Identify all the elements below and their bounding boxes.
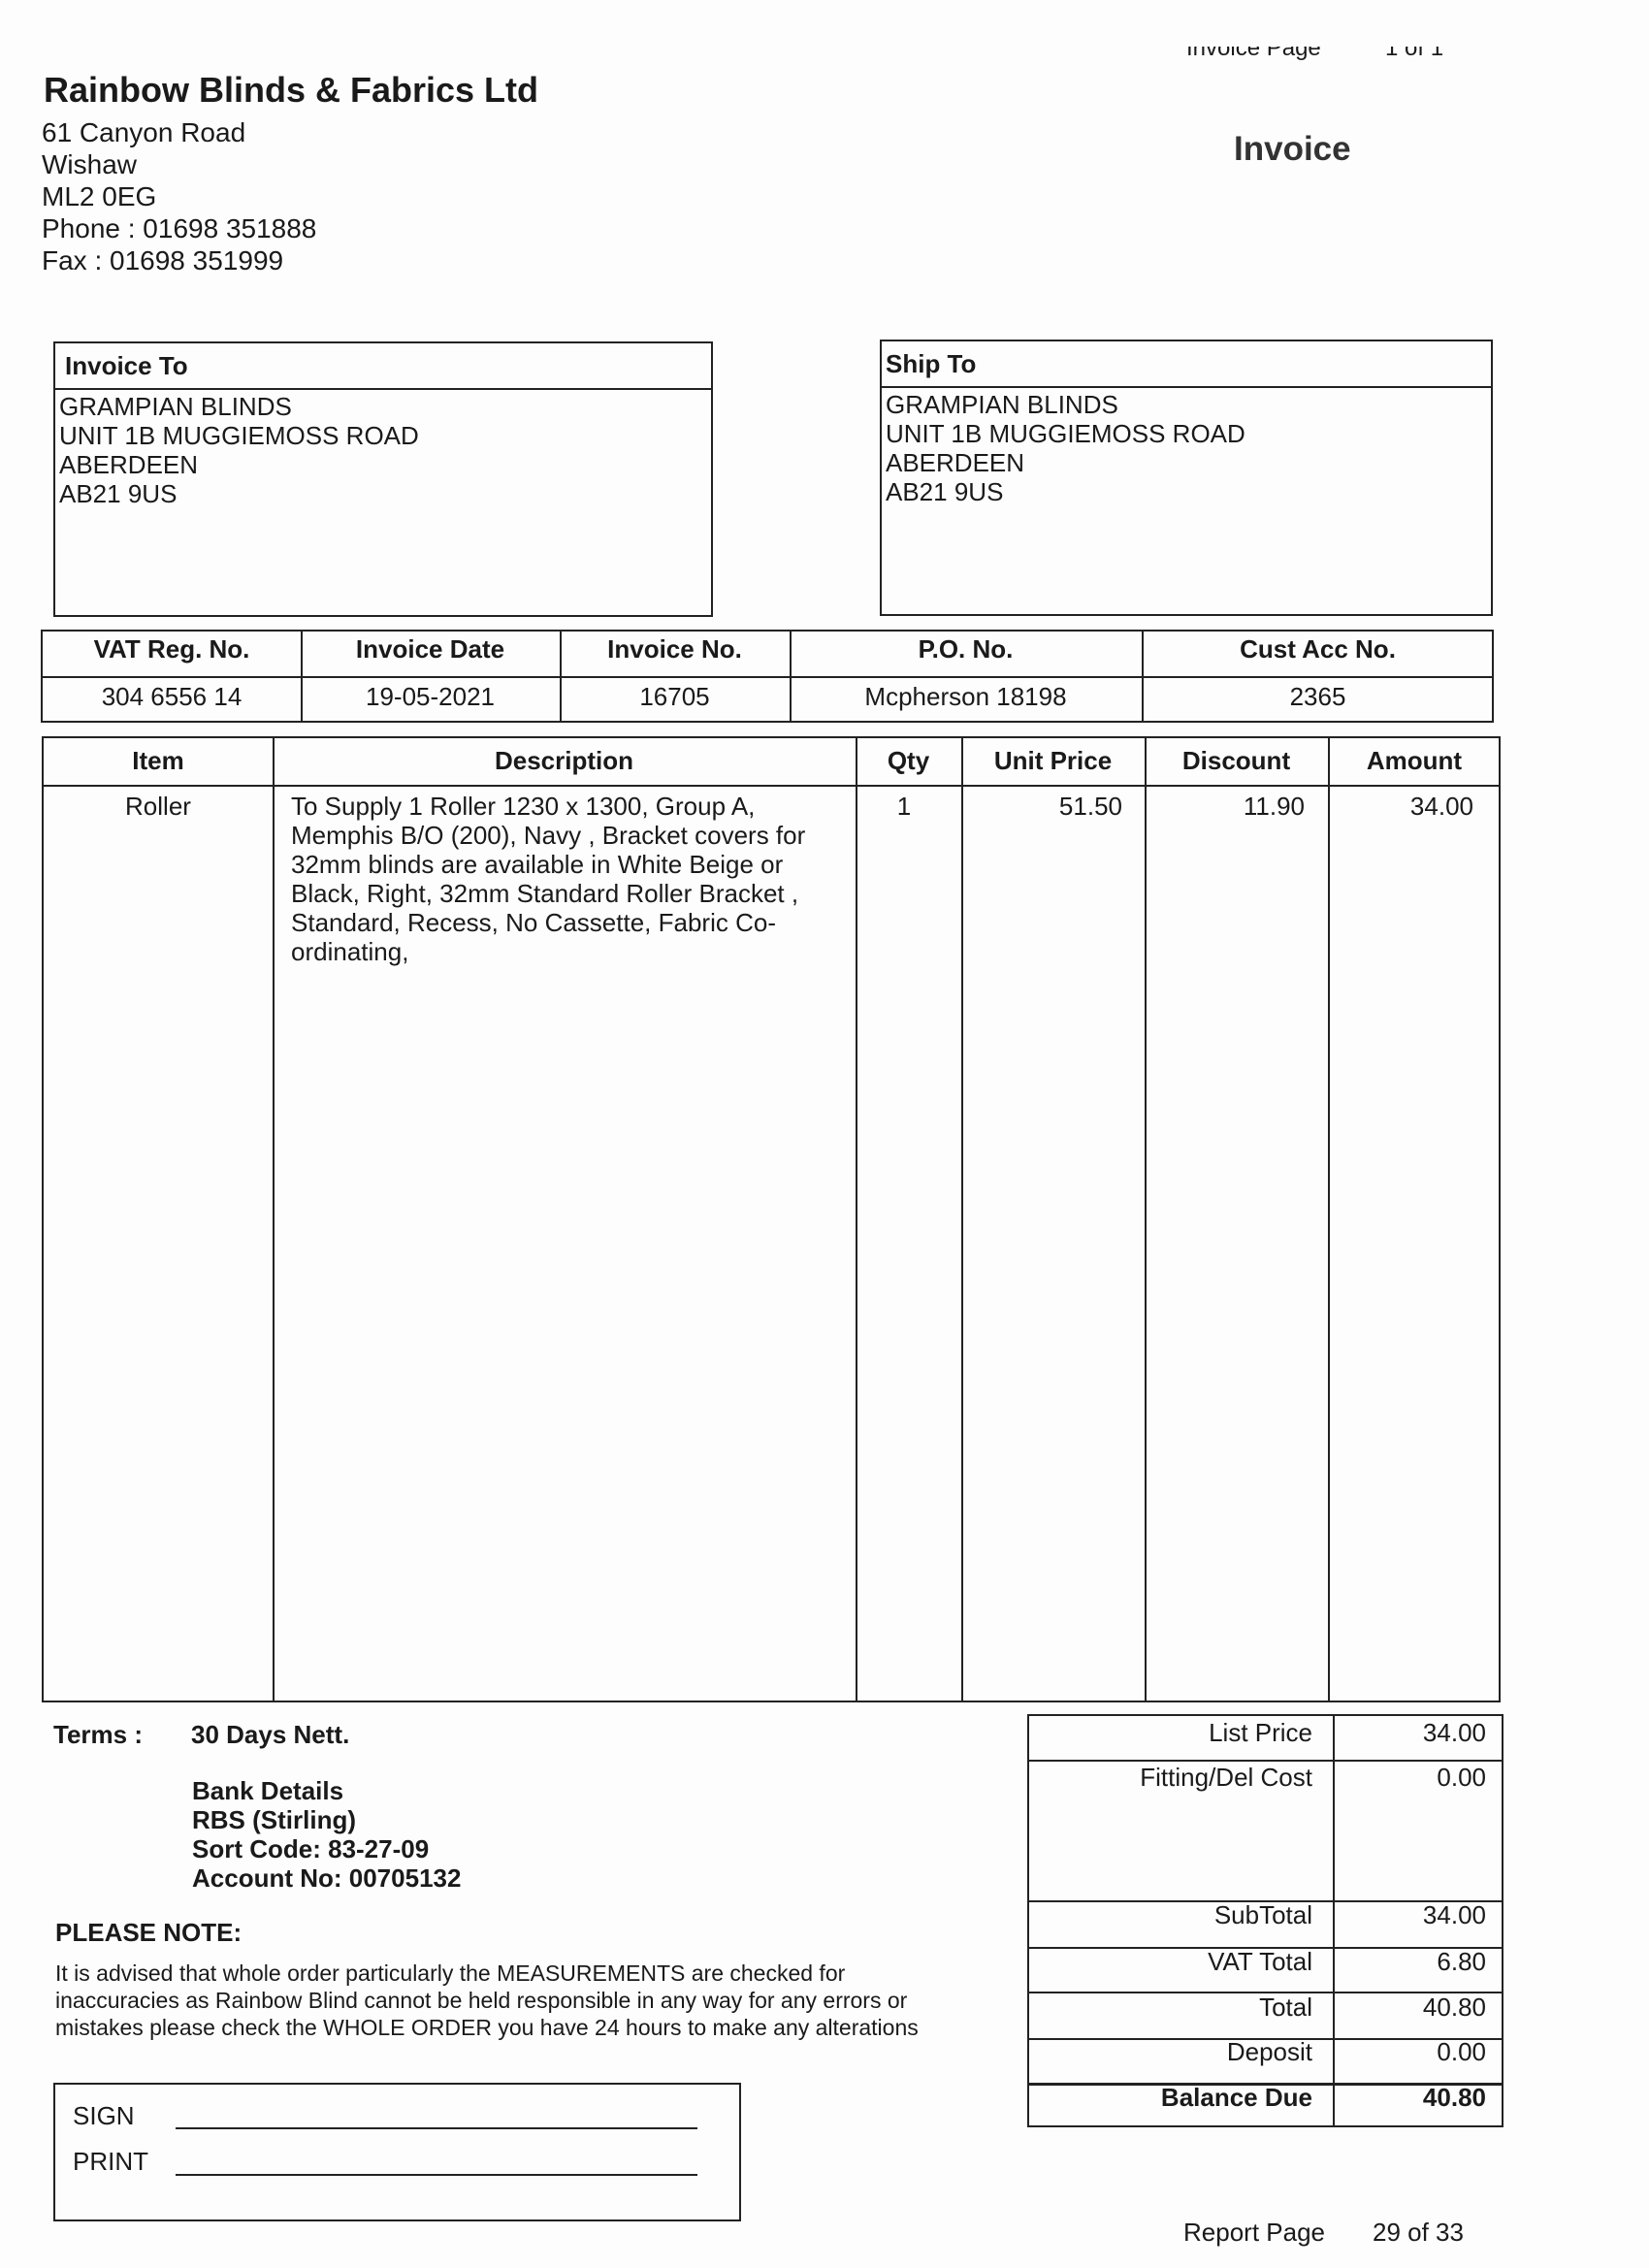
cust-acc-value: 2365 [1289,682,1346,711]
description-line: To Supply 1 Roller 1230 x 1300, Group A, [291,792,756,821]
please-note-title: PLEASE NOTE: [55,1918,242,1947]
header-description: Description [494,746,634,775]
item-qty: 1 [896,792,912,821]
header-vat-reg: VAT Reg. No. [93,634,250,664]
bank-details-title: Bank Details [192,1776,344,1805]
address-line: GRAMPIAN BLINDS [59,392,292,421]
item-unit-price: 51.50 [1058,792,1122,821]
items-table: Item Description Qty Unit Price Discount… [42,736,1501,1702]
company-phone: Phone : 01698 351888 [42,213,317,243]
header-unit-price: Unit Price [993,746,1113,775]
po-no-value: Mcpherson 18198 [864,682,1067,711]
note-line: It is advised that whole order particula… [55,1960,846,1986]
report-page-label: Report Page [1183,2218,1325,2247]
item-amount: 34.00 [1409,792,1473,821]
subtotal-label: SubTotal [1213,1900,1312,1929]
invoice-to-title: Invoice To [65,351,188,380]
address-line: AB21 9US [886,477,1004,506]
header-invoice-date: Invoice Date [355,634,505,664]
document-title: Invoice [1234,130,1351,168]
note-line: mistakes please check the WHOLE ORDER yo… [55,2015,919,2040]
sort-code: Sort Code: 83-27-09 [192,1834,430,1863]
description-line: Memphis B/O (200), Navy , Bracket covers… [291,821,806,850]
invoice-to-box: Invoice To GRAMPIAN BLINDS UNIT 1B MUGGI… [53,341,713,617]
company-address: 61 Canyon Road Wishaw ML2 0EG Phone : 01… [42,116,316,276]
total-value: 40.80 [1422,1993,1486,2022]
invoice-to-address: GRAMPIAN BLINDS UNIT 1B MUGGIEMOSS ROAD … [59,392,419,508]
company-fax: Fax : 01698 351999 [42,245,284,275]
invoice-page-value: 1 of 1 [1385,35,1444,61]
balance-due-label: Balance Due [1160,2083,1312,2112]
account-number: Account No: 00705132 [192,1863,462,1893]
company-name: Rainbow Blinds & Fabrics Ltd [44,70,539,110]
address-line: ABERDEEN [59,450,199,479]
print-line[interactable] [176,2174,697,2176]
ship-to-title: Ship To [886,349,977,378]
item-discount: 11.90 [1243,792,1305,821]
address-line: GRAMPIAN BLINDS [886,390,1118,419]
address-line: UNIT 1B MUGGIEMOSS ROAD [886,419,1245,448]
totals-table: List Price 34.00 Fitting/Del Cost 0.00 S… [1027,1714,1504,2127]
total-label: Total [1259,1993,1312,2022]
description-line: 32mm blinds are available in White Beige… [291,850,784,879]
ship-to-box: Ship To GRAMPIAN BLINDS UNIT 1B MUGGIEMO… [880,340,1493,616]
note-line: inaccuracies as Rainbow Blind cannot be … [55,1988,908,2013]
header-qty: Qty [887,746,930,775]
vat-reg-value: 304 6556 14 [101,682,242,711]
subtotal-value: 34.00 [1422,1900,1486,1929]
invoice-info-table: VAT Reg. No. Invoice Date Invoice No. P.… [41,630,1494,723]
terms-value: 30 Days Nett. [191,1720,350,1749]
bank-details: Bank Details RBS (Stirling) Sort Code: 8… [192,1776,461,1893]
deposit-label: Deposit [1226,2037,1312,2066]
signature-box: SIGN PRINT [53,2083,741,2221]
address-line: ML2 0EG [42,181,157,211]
header-cust-acc: Cust Acc No. [1240,634,1396,664]
sign-label: SIGN [73,2101,135,2130]
invoice-date-value: 19-05-2021 [366,682,495,711]
ship-to-address: GRAMPIAN BLINDS UNIT 1B MUGGIEMOSS ROAD … [886,390,1245,506]
address-line: Wishaw [42,149,138,179]
description-line: Standard, Recess, No Cassette, Fabric Co… [291,908,776,937]
list-price-value: 34.00 [1422,1718,1486,1747]
address-line: 61 Canyon Road [42,117,246,147]
fitting-del-cost-value: 0.00 [1437,1763,1486,1792]
vat-total-label: VAT Total [1208,1947,1312,1976]
terms-label: Terms : [53,1720,143,1749]
description-line: ordinating, [291,937,409,966]
header-invoice-no: Invoice No. [607,634,742,664]
print-label: PRINT [73,2147,148,2176]
list-price-label: List Price [1209,1718,1312,1747]
please-note-text: It is advised that whole order particula… [55,1960,919,2041]
header-discount: Discount [1181,746,1291,775]
header-item: Item [132,746,184,775]
header-amount: Amount [1366,746,1463,775]
fitting-del-cost-label: Fitting/Del Cost [1140,1763,1312,1792]
item-description: To Supply 1 Roller 1230 x 1300, Group A,… [291,792,805,966]
invoice-no-value: 16705 [639,682,710,711]
report-page-value: 29 of 33 [1373,2218,1464,2247]
header-po-no: P.O. No. [918,634,1014,664]
item-name: Roller [125,792,191,821]
description-line: Black, Right, 32mm Standard Roller Brack… [291,879,799,908]
sign-line[interactable] [176,2127,697,2129]
address-line: AB21 9US [59,479,178,508]
invoice-page-label: Invoice Page [1186,35,1321,61]
address-line: ABERDEEN [886,448,1025,477]
balance-due-value: 40.80 [1422,2083,1486,2112]
deposit-value: 0.00 [1437,2037,1486,2066]
address-line: UNIT 1B MUGGIEMOSS ROAD [59,421,419,450]
bank-name: RBS (Stirling) [192,1805,356,1834]
vat-total-value: 6.80 [1437,1947,1486,1976]
